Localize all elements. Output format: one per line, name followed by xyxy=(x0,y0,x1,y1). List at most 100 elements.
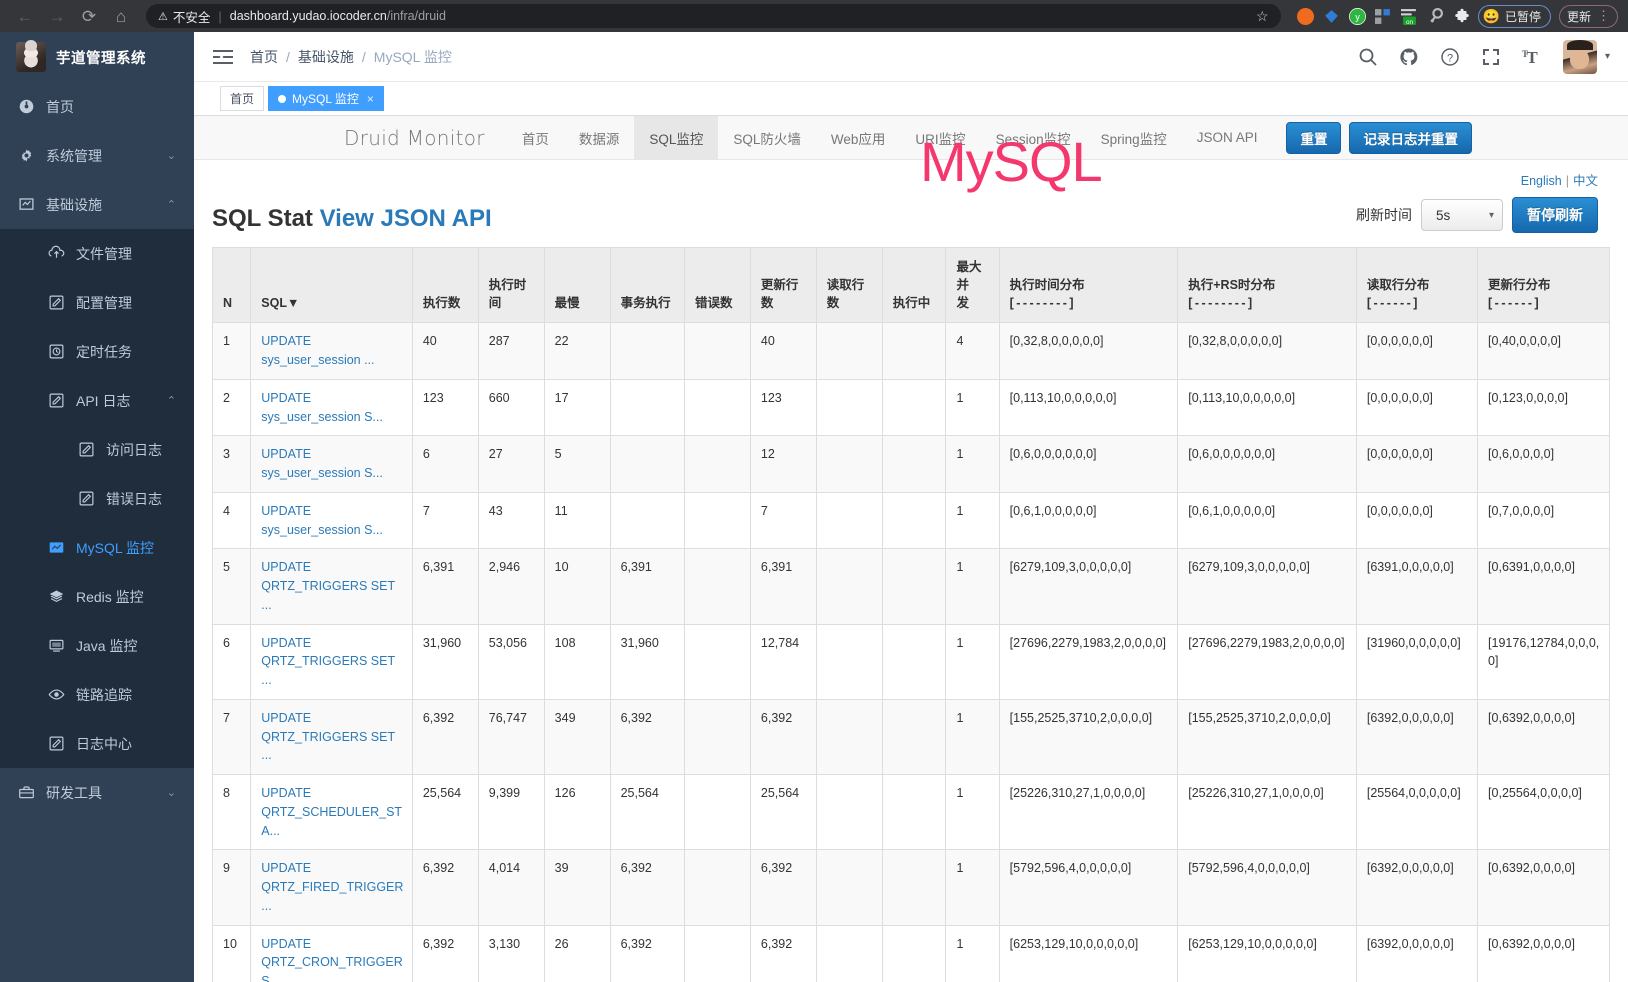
cell-tx xyxy=(609,435,685,493)
sidebar-item-配置管理[interactable]: 配置管理 xyxy=(0,278,194,327)
sidebar-item-系统管理[interactable]: 系统管理 ⌄ xyxy=(0,131,194,180)
table-col-label: 执行时间分布 xyxy=(1009,278,1085,293)
cell-exec: 6,392 xyxy=(411,849,479,926)
url-host: dashboard.yudao.iocoder.cn xyxy=(229,9,387,23)
sidebar-item-首页[interactable]: 首页 xyxy=(0,82,194,131)
breadcrumb-item-0[interactable]: 首页 xyxy=(250,48,278,65)
view-tab-0[interactable]: 首页 xyxy=(220,86,265,111)
sql-link[interactable]: UPDATE sys_user_session S... xyxy=(261,447,383,481)
sidebar-item-定时任务[interactable]: 定时任务 xyxy=(0,327,194,376)
table-col-5: 事务执行 xyxy=(609,246,685,324)
cell-dist_time: [0,6,0,0,0,0,0,0] xyxy=(998,435,1179,493)
url-text: dashboard.yudao.iocoder.cn/infra/druid xyxy=(230,9,446,23)
sidebar-item-label: 链路追踪 xyxy=(76,686,132,703)
close-icon[interactable]: × xyxy=(366,91,374,106)
forward-arrow-icon[interactable]: → xyxy=(48,6,66,26)
druid-nav-JSON API[interactable]: JSON API xyxy=(1182,116,1273,159)
cell-dist_rs: [5792,596,4,0,0,0,0,0] xyxy=(1177,849,1357,926)
help-icon[interactable]: ? xyxy=(1440,47,1460,67)
druid-nav-Web应用[interactable]: Web应用 xyxy=(816,116,901,159)
extensions-puzzle-icon[interactable] xyxy=(1453,8,1470,25)
cell-dist_read: [0,0,0,0,0,0] xyxy=(1355,378,1479,437)
sql-link[interactable]: UPDATE QRTZ_TRIGGERS SET ... xyxy=(261,635,395,688)
cell-dist_rs: [6279,109,3,0,0,0,0,0] xyxy=(1177,548,1357,625)
druid-nav-首页[interactable]: 首页 xyxy=(507,116,564,159)
sidebar-item-链路追踪[interactable]: 链路追踪 xyxy=(0,670,194,719)
lang-chinese-link[interactable]: 中文 xyxy=(1572,174,1598,188)
druid-nav-URI监控[interactable]: URI监控 xyxy=(900,116,980,159)
kebab-menu-icon[interactable]: ⋮ xyxy=(1597,8,1610,23)
log-and-reset-button[interactable]: 记录日志并重置 xyxy=(1349,121,1472,154)
table-col-1[interactable]: SQL▼ xyxy=(250,246,413,324)
svg-text:y: y xyxy=(1355,12,1360,22)
druid-nav-label: Session监控 xyxy=(995,131,1071,147)
view-json-api-link[interactable]: View JSON API xyxy=(319,205,492,232)
sql-link[interactable]: UPDATE QRTZ_SCHEDULER_STA... xyxy=(261,786,403,838)
cell-time: 3,130 xyxy=(477,924,545,982)
cell-dist_time: [0,113,10,0,0,0,0,0] xyxy=(998,378,1179,437)
view-tab-label: MySQL 监控 xyxy=(292,92,359,106)
cell-time: 27 xyxy=(477,435,545,493)
lang-english-link[interactable]: English xyxy=(1520,174,1562,188)
view-tab-1[interactable]: MySQL 监控 × xyxy=(268,86,384,111)
sidebar-item-错误日志[interactable]: 错误日志 xyxy=(0,474,194,523)
breadcrumb-item-1[interactable]: 基础设施 xyxy=(297,48,354,65)
sql-link[interactable]: UPDATE QRTZ_FIRED_TRIGGER... xyxy=(261,861,404,913)
sidebar-menu: 首页 系统管理 ⌄ 基础设施 ⌃ 文件管理 配置管理 定时任务 API 日志 ⌃ xyxy=(0,82,194,817)
avatar[interactable] xyxy=(1562,39,1597,74)
druid-navbar: Druid Monitor 首页 数据源 SQL监控 SQL防火墙 Web应用 URI监控… xyxy=(194,116,1628,160)
sql-link[interactable]: UPDATE sys_user_session S... xyxy=(261,390,383,424)
app-root: 芋道管理系统 首页 系统管理 ⌄ 基础设施 ⌃ 文件管理 配置管理 定时任务 xyxy=(0,32,1628,982)
sidebar-item-基础设施[interactable]: 基础设施 ⌃ xyxy=(0,180,194,229)
fullscreen-icon[interactable] xyxy=(1481,47,1501,67)
address-bar[interactable]: ⚠ 不安全 | dashboard.yudao.iocoder.cn/infra… xyxy=(146,4,1281,28)
extension-key-icon[interactable] xyxy=(1427,7,1444,25)
sidebar-item-API-日志[interactable]: API 日志 ⌃ xyxy=(0,376,194,425)
cell-sql: UPDATE QRTZ_TRIGGERS SET ... xyxy=(250,698,413,776)
chevron-down-icon: ⌄ xyxy=(166,787,176,799)
home-icon[interactable]: ⌂ xyxy=(115,6,127,26)
druid-nav-Session监控[interactable]: Session监控 xyxy=(981,116,1086,159)
table-col-sublabel: 发 xyxy=(956,296,969,311)
extension-diamond-icon[interactable] xyxy=(1323,8,1340,25)
back-arrow-icon[interactable]: ← xyxy=(16,6,34,26)
druid-nav-SQL防火墙[interactable]: SQL防火墙 xyxy=(718,116,816,159)
search-icon[interactable] xyxy=(1358,47,1378,67)
extension-orange-icon[interactable] xyxy=(1296,7,1314,25)
sidebar-item-Redis-监控[interactable]: Redis 监控 xyxy=(0,572,194,621)
chevron-down-icon[interactable]: ▾ xyxy=(1604,51,1610,62)
update-button[interactable]: 更新 ⋮ xyxy=(1558,4,1618,28)
cell-upd: 6,392 xyxy=(749,698,817,776)
sql-link[interactable]: UPDATE QRTZ_CRON_TRIGGERS... xyxy=(261,936,403,982)
extension-on-toggle-icon[interactable]: on xyxy=(1400,8,1418,25)
brand[interactable]: 芋道管理系统 xyxy=(0,32,194,82)
druid-nav-数据源[interactable]: 数据源 xyxy=(564,116,635,159)
sidebar-item-label: 访问日志 xyxy=(106,441,162,458)
profile-paused-pill[interactable]: 😀 已暂停 xyxy=(1477,4,1551,28)
sql-link[interactable]: UPDATE QRTZ_TRIGGERS SET ... xyxy=(261,560,395,612)
github-icon[interactable] xyxy=(1399,47,1419,67)
reload-icon[interactable]: ⟳ xyxy=(81,6,97,26)
refresh-interval-select[interactable]: 5s ▾ xyxy=(1421,199,1503,231)
star-icon[interactable]: ☆ xyxy=(1255,7,1269,24)
sidebar-item-MySQL-监控[interactable]: MySQL 监控 xyxy=(0,523,194,572)
druid-nav-SQL监控[interactable]: SQL监控 xyxy=(634,116,719,159)
extension-green-check-icon[interactable]: y xyxy=(1348,7,1366,25)
druid-nav-Spring监控[interactable]: Spring监控 xyxy=(1086,116,1182,159)
hamburger-icon[interactable] xyxy=(212,47,234,67)
sidebar-item-日志中心[interactable]: 日志中心 xyxy=(0,719,194,768)
druid-brand[interactable]: Druid Monitor xyxy=(344,125,485,150)
sql-link[interactable]: UPDATE sys_user_session S... xyxy=(261,503,383,537)
sql-link[interactable]: UPDATE sys_user_session ... xyxy=(261,334,375,368)
sql-link[interactable]: UPDATE QRTZ_TRIGGERS SET ... xyxy=(261,710,395,763)
cell-dist_read: [6392,0,0,0,0,0] xyxy=(1355,698,1479,776)
sidebar-item-访问日志[interactable]: 访问日志 xyxy=(0,425,194,474)
sidebar-item-Java-监控[interactable]: Java 监控 xyxy=(0,621,194,670)
not-secure-warning-icon: ⚠ xyxy=(158,10,168,23)
extension-grid-icon[interactable] xyxy=(1374,8,1392,25)
pause-refresh-button[interactable]: 暂停刷新 xyxy=(1512,197,1598,233)
sidebar-item-文件管理[interactable]: 文件管理 xyxy=(0,229,194,278)
sidebar-item-研发工具[interactable]: 研发工具 ⌄ xyxy=(0,768,194,817)
reset-button[interactable]: 重置 xyxy=(1286,121,1342,154)
